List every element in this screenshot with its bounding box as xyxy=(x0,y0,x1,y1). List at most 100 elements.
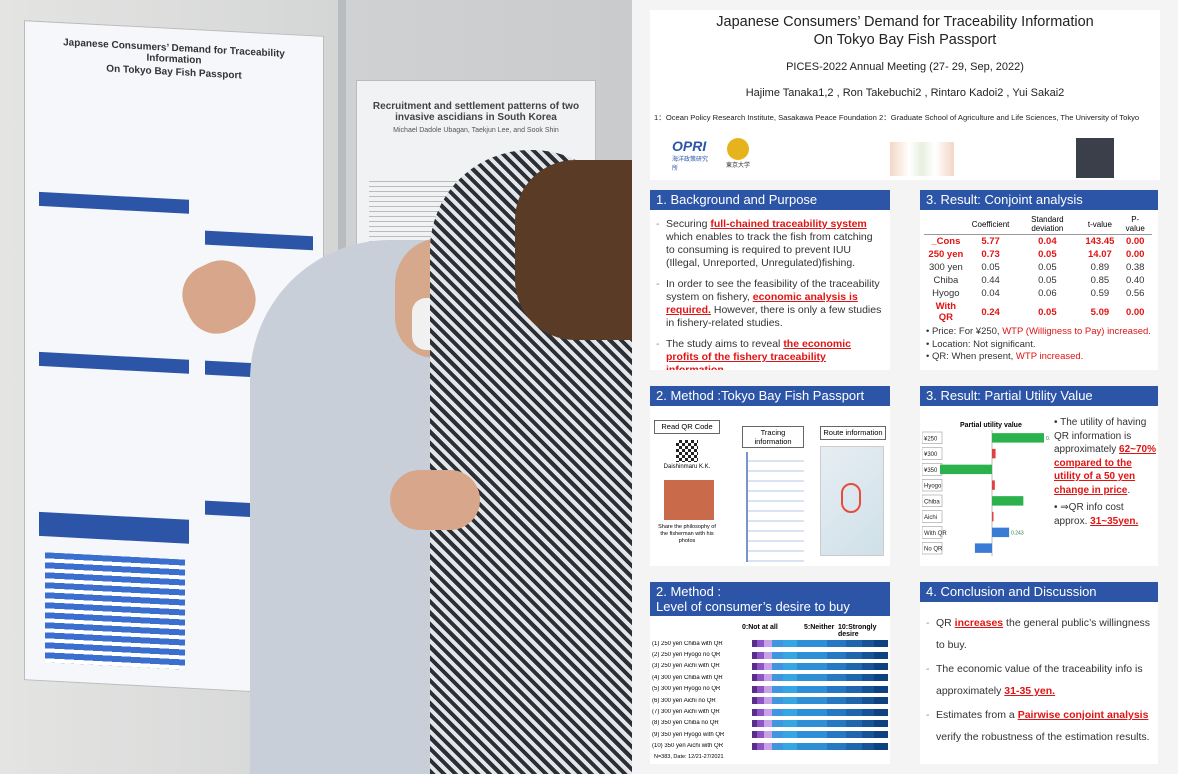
desire-bar-segment xyxy=(862,674,875,682)
desire-bar-segment xyxy=(874,674,883,682)
scale-mid: 5:Neither xyxy=(804,624,835,631)
table-cell: 0.40 xyxy=(1125,275,1145,286)
desire-bar-segment xyxy=(862,685,875,693)
table-row: Chiba 0.44 0.05 0.85 0.40 xyxy=(924,274,1152,287)
poster: Japanese Consumers’ Demand for Traceabil… xyxy=(632,0,1178,774)
utility-bar xyxy=(992,480,995,490)
table-cell: 5.77 xyxy=(981,236,1000,247)
table-cell: 0.05 xyxy=(981,262,1000,273)
note: • QR: When present, WTP increased. xyxy=(926,351,1084,362)
desire-bar-segment xyxy=(862,697,875,705)
desire-bar-segment xyxy=(772,685,784,693)
highlight: WTP (Willigness to Pay) increased. xyxy=(1002,326,1151,337)
text: The study aims to reveal xyxy=(666,338,784,350)
desire-bar-segment xyxy=(772,674,784,682)
opri-logo-sub: 海洋政策研究所 xyxy=(672,157,709,172)
desire-bar-segment xyxy=(882,731,888,739)
desire-bar-segment xyxy=(757,742,765,750)
desire-bar-segment xyxy=(826,708,846,716)
desire-bar-segment xyxy=(796,731,827,739)
note: • ⇒QR info cost approx. 31~35yen. xyxy=(1054,502,1139,527)
desire-bar-segment xyxy=(874,651,883,659)
category-box xyxy=(922,447,943,460)
bullet: Estimates from a Pairwise conjoint analy… xyxy=(926,704,1152,748)
desire-bar-segment xyxy=(845,651,863,659)
photo-poster-header xyxy=(205,230,313,251)
desire-bar-segment xyxy=(862,708,875,716)
highlight: Pairwise conjoint analysis xyxy=(1017,709,1149,721)
visitor-hand xyxy=(390,470,480,530)
table-cell: 0.24 xyxy=(981,306,1000,318)
category-label: Hyogo xyxy=(924,484,942,490)
table-cell: 0.00 xyxy=(1125,306,1145,318)
table-cell: 0.56 xyxy=(1125,288,1145,299)
desire-bar-segment xyxy=(874,685,883,693)
desire-row: (5) 300 yen Hyogo no QR xyxy=(652,684,888,695)
table-cell: 0.05 xyxy=(1038,306,1057,318)
photo-poster-bars xyxy=(45,552,185,670)
desire-bar-segment xyxy=(783,651,797,659)
utility-bar xyxy=(974,543,992,553)
text: the general public’s willingness to buy. xyxy=(936,617,1151,651)
desire-bar-segment xyxy=(764,651,773,659)
desire-bar-segment xyxy=(772,651,784,659)
desire-bar-segment xyxy=(826,662,846,670)
desire-bar-segment xyxy=(882,651,888,659)
table-cell: Chiba xyxy=(933,275,959,286)
desire-bar-segment xyxy=(862,640,875,648)
desire-rows: (1) 250 yen Chiba with QR (2) 250 yen Hyo… xyxy=(650,638,890,752)
desire-bar-segment xyxy=(752,662,758,670)
desire-bar-segment xyxy=(764,708,773,716)
column-header xyxy=(924,214,968,235)
highlight: 31-35 yen. xyxy=(1004,685,1056,697)
text: The utility of having QR information is … xyxy=(1054,417,1147,455)
category-label: Aichi xyxy=(924,515,937,521)
table-cell: 0.44 xyxy=(981,275,1000,286)
qr-code-icon xyxy=(676,440,698,462)
desire-bar xyxy=(752,742,888,750)
table-cell: 0.73 xyxy=(981,249,1000,260)
table-cell: _Cons xyxy=(931,236,961,247)
desire-bar-segment xyxy=(783,662,797,670)
utokyo-logo-text: 東京大学 xyxy=(725,163,750,169)
desire-bar-segment xyxy=(764,697,773,705)
desire-row-label: (4) 300 yen Chiba with QR xyxy=(652,674,723,681)
table-cell: 0.04 xyxy=(1038,236,1057,247)
desire-bar-segment xyxy=(752,640,758,648)
highlight: 62~70% compared to the utility of a 50 y… xyxy=(1054,444,1157,496)
desire-row-label: (1) 250 yen Chiba with QR xyxy=(652,640,723,647)
desire-bar-segment xyxy=(772,662,784,670)
text: ⇒QR info cost approx. xyxy=(1054,502,1124,527)
text: In order to see the feasibility of the t… xyxy=(666,278,880,303)
category-label: With QR xyxy=(924,531,947,537)
column-header: t-value xyxy=(1081,214,1119,235)
section-heading: 4. Conclusion and Discussion xyxy=(920,582,1158,602)
highlight: 31~35yen. xyxy=(1090,515,1139,527)
desire-bar-segment xyxy=(752,731,758,739)
table-cell: 0.06 xyxy=(1038,288,1057,299)
desire-row-label: (8) 350 yen Chiba no QR xyxy=(652,720,719,727)
desire-bar xyxy=(752,685,888,693)
category-box xyxy=(922,526,943,539)
desire-bar-segment xyxy=(874,719,883,727)
desire-bar-segment xyxy=(796,719,827,727)
desire-bar-segment xyxy=(862,662,875,670)
text: The economic value of the traceability i… xyxy=(936,663,1143,697)
table-row: With QR 0.24 0.05 5.09 0.00 xyxy=(924,300,1152,324)
desire-bar-segment xyxy=(882,685,888,693)
poster-header: Japanese Consumers’ Demand for Traceabil… xyxy=(650,10,1160,180)
table-cell: Hyogo xyxy=(932,288,960,299)
photo-poster2-authors: Michael Dadole Ubagan, Taekjun Lee, and … xyxy=(393,127,559,134)
desire-bar xyxy=(752,719,888,727)
desire-bar-segment xyxy=(796,742,827,750)
desire-bar-segment xyxy=(752,708,758,716)
text: Estimates from a xyxy=(936,709,1018,721)
utility-bar xyxy=(992,496,1024,506)
column-header: P-value xyxy=(1118,214,1152,235)
poster-subtitle: On Tokyo Bay Fish Passport xyxy=(813,32,997,48)
desire-bar-segment xyxy=(882,674,888,682)
author-photo xyxy=(1076,138,1114,178)
desire-bar-segment xyxy=(874,640,883,648)
category-box xyxy=(922,510,943,523)
desire-row: (2) 250 yen Hyogo no QR xyxy=(652,649,888,660)
